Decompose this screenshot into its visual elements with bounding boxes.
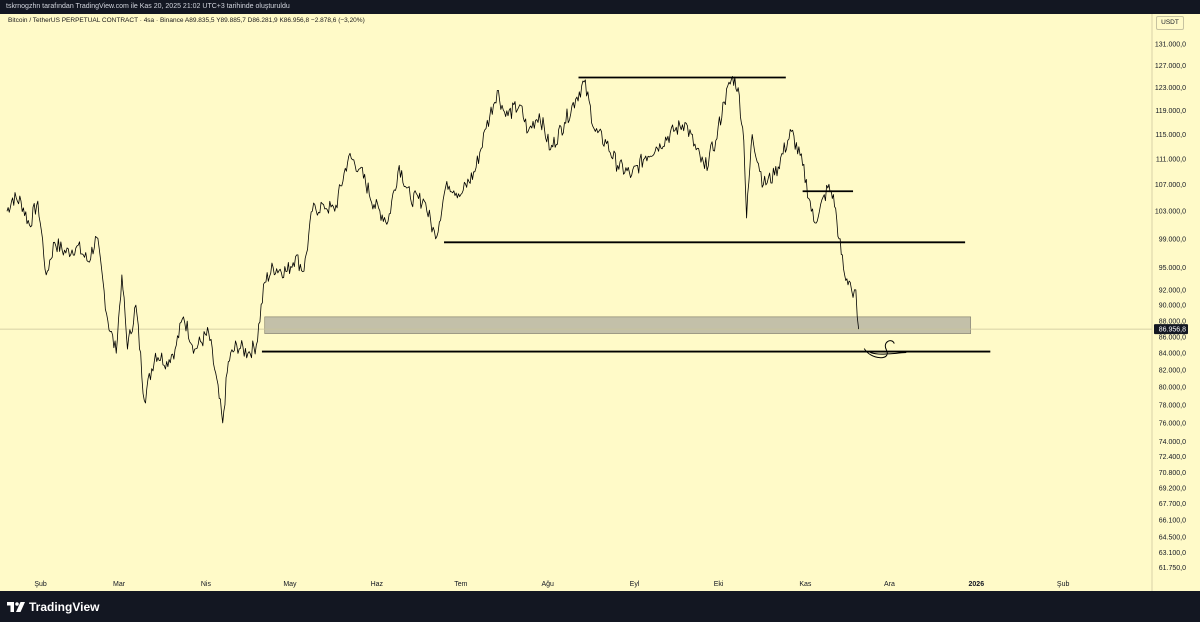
x-tick-label: 2026 (969, 581, 985, 588)
x-tick-label: Şub (1057, 581, 1070, 588)
brand-name: TradingView (29, 600, 100, 614)
y-tick-label: 74.000,0 (1159, 439, 1186, 446)
y-tick-label: 64.500,0 (1159, 535, 1186, 542)
y-tick-label: 95.000,0 (1159, 265, 1186, 272)
y-tick-label: 63.100,0 (1159, 550, 1186, 557)
support-zone[interactable] (264, 316, 972, 334)
y-tick-label: 72.400,0 (1159, 454, 1186, 461)
y-tick-label: 78.000,0 (1159, 402, 1186, 409)
y-tick-label: 80.000,0 (1159, 385, 1186, 392)
y-tick-label: 66.100,0 (1159, 518, 1186, 525)
footer-bar: TradingView (0, 591, 1200, 622)
x-tick-label: Haz (371, 581, 384, 588)
y-tick-label: 99.000,0 (1159, 236, 1186, 243)
y-tick-label: 88.000,0 (1159, 318, 1186, 325)
y-tick-label: 70.800,0 (1159, 470, 1186, 477)
y-tick-label: 103.000,0 (1155, 209, 1186, 216)
symbol-info: Bitcoin / TetherUS PERPETUAL CONTRACT · … (8, 17, 365, 24)
y-tick-label: 82.000,0 (1159, 367, 1186, 374)
x-tick-label: Ara (884, 581, 895, 588)
y-tick-label: 61.750,0 (1159, 565, 1186, 572)
last-price-label: 86.956,8 (1159, 327, 1186, 334)
x-tick-label: May (283, 581, 297, 588)
y-tick-label: 92.000,0 (1159, 287, 1186, 294)
y-tick-label: 69.200,0 (1159, 486, 1186, 493)
tradingview-logo-icon (7, 602, 25, 612)
y-tick-label: 111.000,0 (1156, 157, 1186, 164)
x-tick-label: Kas (799, 581, 812, 588)
currency-button[interactable]: USDT (1156, 16, 1184, 30)
y-tick-label: 119.000,0 (1155, 108, 1186, 115)
x-tick-label: Tem (454, 581, 467, 588)
y-tick-label: 123.000,0 (1155, 85, 1186, 92)
y-tick-label: 107.000,0 (1155, 182, 1186, 189)
y-tick-label: 131.000,0 (1155, 41, 1186, 48)
y-tick-label: 67.700,0 (1159, 501, 1186, 508)
x-tick-label: Şub (34, 581, 47, 588)
x-tick-label: Eyl (630, 581, 640, 588)
y-tick-label: 84.000,0 (1159, 351, 1186, 358)
tradingview-logo[interactable]: TradingView (7, 600, 99, 614)
handwritten-mark (863, 340, 907, 359)
price-chart[interactable]: 131.000,0 127.000,0 123.000,0 119.000,0 115.… (0, 14, 1200, 591)
y-tick-label: 86.000,0 (1159, 334, 1186, 341)
last-price-tag (1154, 324, 1188, 335)
x-tick-label: Ağu (541, 581, 554, 588)
x-tick-label: Nis (201, 581, 212, 588)
y-tick-label: 115.000,0 (1155, 132, 1186, 139)
x-tick-label: Mar (113, 581, 126, 588)
price-series[interactable] (6, 76, 860, 424)
x-tick-label: Eki (714, 581, 724, 588)
attribution-text: tskrnogzhn tarafından TradingView.com il… (6, 3, 290, 10)
chart-frame[interactable]: 131.000,0 127.000,0 123.000,0 119.000,0 115.… (0, 14, 1200, 591)
y-tick-label: 76.000,0 (1159, 420, 1186, 427)
y-tick-label: 127.000,0 (1155, 63, 1186, 70)
attribution-bar: tskrnogzhn tarafından TradingView.com il… (0, 0, 1200, 14)
y-tick-label: 90.000,0 (1159, 303, 1186, 310)
